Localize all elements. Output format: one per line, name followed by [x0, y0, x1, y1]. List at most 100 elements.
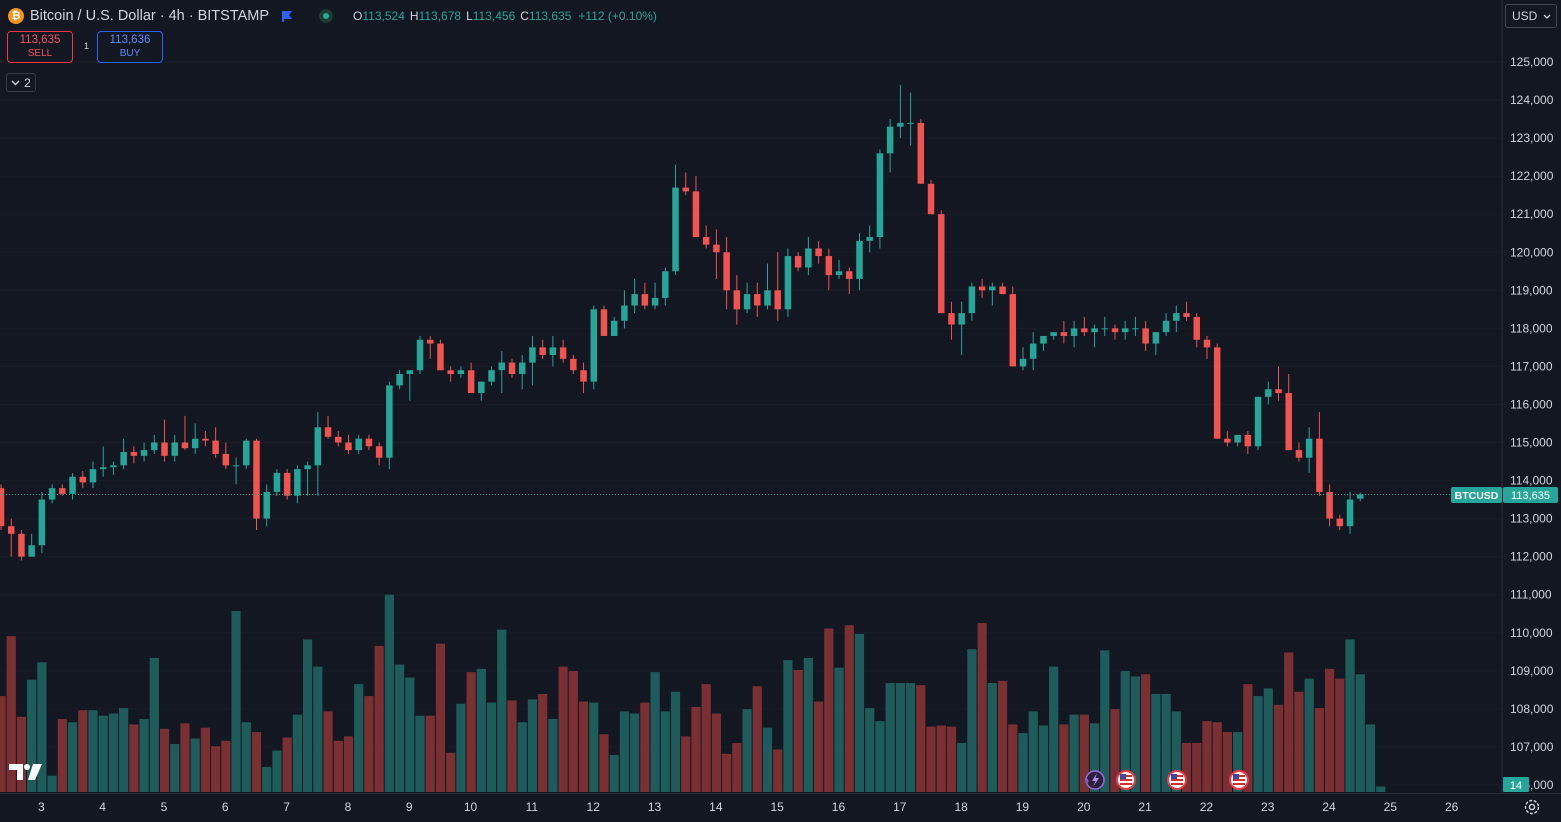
buy-button[interactable]: 113,636 BUY	[97, 31, 163, 63]
candle-body	[1234, 434, 1241, 443]
indicators-collapse-button[interactable]: 2	[6, 73, 36, 92]
candle-body	[140, 450, 148, 456]
candle-body	[1111, 328, 1119, 333]
candles	[0, 84, 1364, 561]
candle-body	[1244, 434, 1252, 447]
volume-bar	[762, 727, 773, 792]
time-axis[interactable]: 3 4 5 6 7 8 9 10 11 12 13 14 15 16 17 18 19 20 21 22 23 24 25 2…	[38, 800, 1459, 814]
currency-select[interactable]: USD	[1505, 4, 1557, 28]
price-tick-label: 111,000	[1510, 588, 1552, 602]
candle-body	[355, 438, 362, 451]
volume-bar	[1355, 674, 1365, 792]
candle-body	[1224, 438, 1231, 443]
candle-body	[1285, 393, 1292, 451]
candle-body	[999, 286, 1006, 295]
volume-bar	[814, 701, 824, 792]
market-status-icon[interactable]	[319, 9, 334, 23]
last-price-tag-label: 113,635	[1511, 490, 1550, 502]
volume-bar	[435, 643, 446, 792]
volume-bar	[486, 702, 497, 792]
volume-bar	[292, 714, 302, 792]
candle-body	[713, 244, 720, 253]
candle-body	[7, 526, 15, 534]
volume-bar	[967, 649, 977, 792]
volume-bar	[333, 740, 343, 792]
candle-body	[110, 465, 117, 468]
volume-bar	[527, 699, 538, 792]
volume-bar	[742, 709, 752, 792]
candle-body	[426, 339, 434, 344]
indicators-count: 2	[24, 75, 31, 90]
volume-bar	[916, 685, 926, 792]
volume-bar	[558, 666, 568, 792]
candle-body	[1101, 328, 1109, 330]
candle-body	[1346, 499, 1354, 527]
volume-bar	[282, 737, 292, 792]
candle-body	[662, 271, 669, 298]
volume-bar	[303, 639, 313, 792]
candle-body	[539, 347, 546, 355]
volume-bar	[1222, 732, 1232, 792]
candle-body	[1265, 389, 1272, 397]
volume-bar	[1171, 711, 1181, 792]
time-tick-label: 12	[587, 800, 601, 814]
volume-bar	[139, 718, 149, 792]
candle-body	[794, 256, 802, 268]
volume-bar	[374, 645, 384, 792]
candle-body	[478, 381, 485, 394]
volume-bar	[885, 683, 895, 792]
candle-body	[202, 438, 209, 441]
crypto-event-icon[interactable]	[1085, 770, 1105, 790]
volume-bar	[67, 722, 78, 792]
flag-icon[interactable]	[281, 10, 293, 22]
candle-body	[1081, 328, 1088, 333]
candle-body	[161, 442, 168, 456]
time-tick-label: 19	[1016, 800, 1030, 814]
sell-button[interactable]: 113,635 SELL	[7, 31, 73, 63]
us-economic-event-icon[interactable]	[1116, 770, 1136, 790]
candle-body	[1029, 343, 1037, 359]
candle-body	[692, 191, 700, 238]
volume-bar	[1263, 688, 1273, 792]
volume-bar	[926, 726, 936, 792]
volume-bar	[57, 718, 67, 792]
candle-body	[937, 214, 945, 314]
volume-bar	[272, 750, 282, 792]
volume-bar	[1008, 724, 1018, 792]
volume-bar	[854, 633, 865, 792]
price-axis[interactable]: 106,000107,000108,000109,000110,000111,0…	[1510, 55, 1554, 792]
candle-body	[886, 126, 894, 154]
candle-body	[1060, 332, 1068, 336]
volume-bar	[119, 708, 129, 792]
symbol-legend[interactable]: ₿ Bitcoin / U.S. Dollar · 4h · BITSTAMP …	[8, 6, 657, 26]
volume-bar	[987, 683, 997, 792]
volume-bar	[936, 725, 946, 792]
symbol-title[interactable]: Bitcoin / U.S. Dollar · 4h · BITSTAMP	[30, 8, 270, 24]
time-tick-label: 24	[1322, 800, 1336, 814]
candle-body	[508, 362, 516, 375]
gear-icon[interactable]	[1522, 797, 1542, 817]
us-economic-event-icon[interactable]	[1167, 770, 1187, 790]
tradingview-logo-icon[interactable]	[9, 762, 45, 782]
event-markers[interactable]	[1085, 770, 1249, 790]
candle-body	[69, 476, 76, 494]
volume-bar	[1161, 693, 1171, 792]
candle-body	[447, 370, 454, 375]
volume-bar	[1345, 639, 1355, 792]
candle-body	[79, 476, 87, 483]
us-economic-event-icon[interactable]	[1229, 770, 1249, 790]
candle-body	[876, 153, 884, 238]
candle-body	[273, 472, 281, 492]
price-tick-label: 109,000	[1510, 664, 1554, 678]
volume-bar	[1314, 708, 1324, 792]
volume-bar	[313, 666, 323, 792]
price-tick-label: 122,000	[1510, 169, 1554, 183]
candle-body	[406, 370, 414, 375]
candle-body	[846, 271, 853, 279]
time-tick-label: 5	[161, 800, 168, 814]
price-tick-label: 112,000	[1510, 550, 1553, 564]
time-tick-label: 4	[99, 800, 106, 814]
candle-body	[631, 294, 638, 306]
volume-bar	[630, 713, 640, 792]
